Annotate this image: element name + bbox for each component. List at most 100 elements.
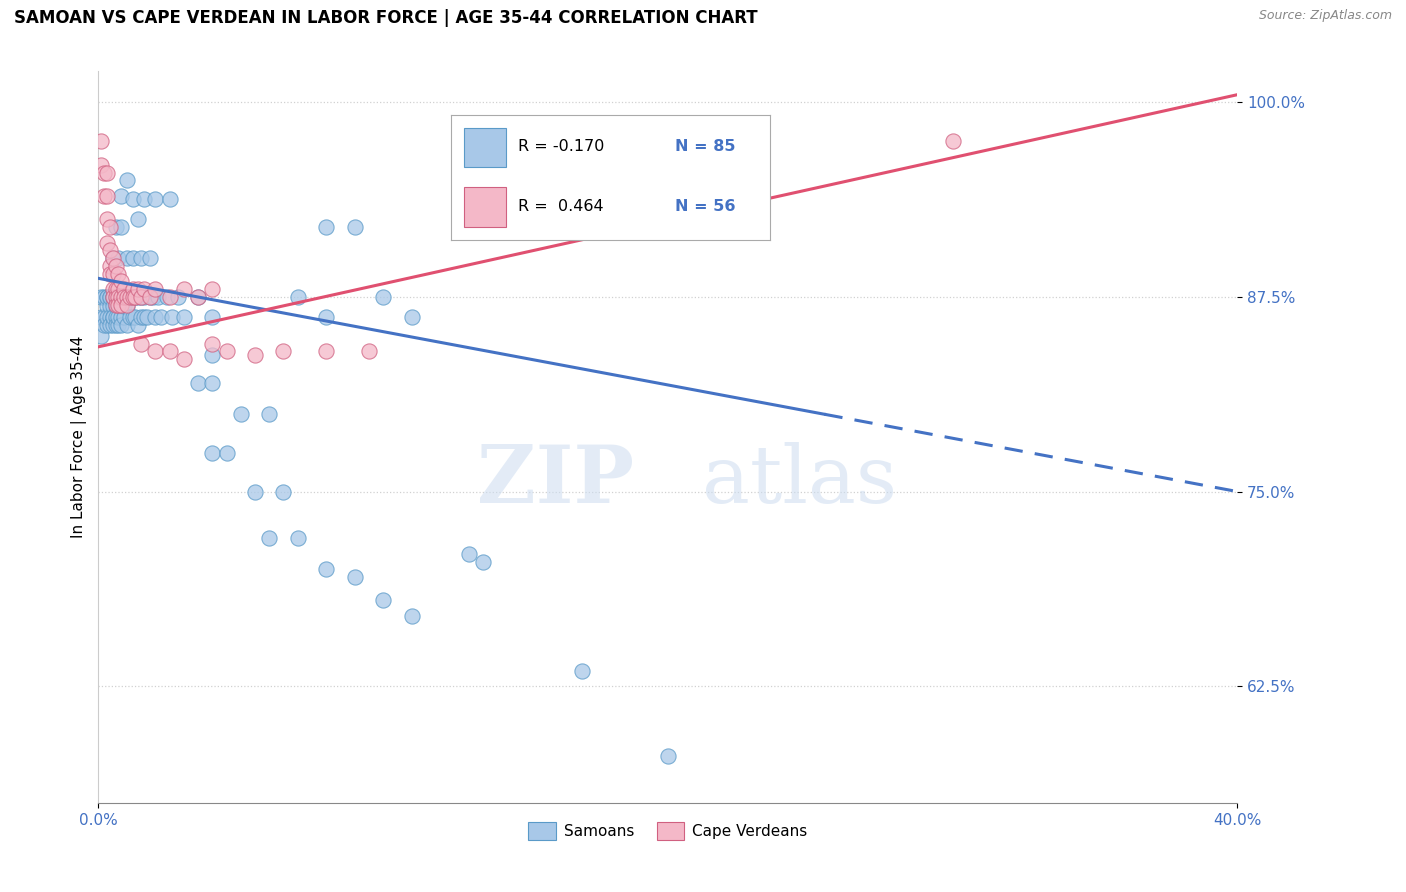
Point bbox=[107, 290, 129, 304]
Point bbox=[127, 290, 149, 304]
Point bbox=[657, 749, 679, 764]
Point bbox=[104, 318, 127, 332]
Point bbox=[96, 299, 118, 313]
Point bbox=[107, 290, 129, 304]
Point bbox=[101, 282, 124, 296]
Point bbox=[121, 192, 143, 206]
Point bbox=[173, 352, 195, 367]
Text: SAMOAN VS CAPE VERDEAN IN LABOR FORCE | AGE 35-44 CORRELATION CHART: SAMOAN VS CAPE VERDEAN IN LABOR FORCE | … bbox=[14, 9, 758, 27]
Point bbox=[115, 173, 138, 187]
Point bbox=[104, 282, 127, 296]
Point bbox=[93, 165, 115, 179]
Point bbox=[121, 290, 143, 304]
Point bbox=[98, 290, 121, 304]
Point bbox=[145, 282, 167, 296]
Point bbox=[373, 593, 395, 607]
Point bbox=[90, 158, 112, 172]
Point bbox=[159, 344, 181, 359]
Point bbox=[215, 344, 238, 359]
Point bbox=[124, 290, 146, 304]
Point bbox=[201, 445, 224, 459]
Point bbox=[357, 344, 380, 359]
Point bbox=[112, 282, 135, 296]
Text: atlas: atlas bbox=[702, 442, 897, 520]
Point bbox=[101, 310, 124, 325]
Point bbox=[101, 310, 124, 325]
Point bbox=[110, 290, 132, 304]
Point bbox=[110, 299, 132, 313]
Point bbox=[148, 290, 170, 304]
Point bbox=[107, 299, 129, 313]
Point bbox=[457, 547, 479, 561]
Point bbox=[401, 310, 423, 325]
Point bbox=[287, 531, 309, 545]
Point bbox=[118, 290, 141, 304]
Point bbox=[104, 290, 127, 304]
Y-axis label: In Labor Force | Age 35-44: In Labor Force | Age 35-44 bbox=[72, 336, 87, 538]
Point bbox=[98, 310, 121, 325]
Point bbox=[229, 407, 252, 421]
Point bbox=[121, 282, 143, 296]
Point bbox=[159, 290, 181, 304]
Point bbox=[162, 310, 184, 325]
Point bbox=[98, 219, 121, 234]
Point bbox=[273, 484, 295, 499]
Point bbox=[96, 290, 118, 304]
Point bbox=[201, 348, 224, 362]
Point bbox=[159, 192, 181, 206]
Point bbox=[138, 290, 160, 304]
Point bbox=[132, 192, 155, 206]
Point bbox=[121, 310, 143, 325]
Point bbox=[104, 299, 127, 313]
Point bbox=[96, 189, 118, 203]
Point bbox=[104, 259, 127, 273]
Point bbox=[129, 310, 152, 325]
Point bbox=[129, 336, 152, 351]
Point bbox=[110, 189, 132, 203]
Text: Source: ZipAtlas.com: Source: ZipAtlas.com bbox=[1258, 9, 1392, 22]
Point bbox=[401, 609, 423, 624]
Point bbox=[135, 310, 157, 325]
Point bbox=[187, 290, 209, 304]
Point bbox=[104, 290, 127, 304]
Point bbox=[138, 290, 160, 304]
Point bbox=[93, 189, 115, 203]
Point bbox=[118, 290, 141, 304]
Point bbox=[93, 318, 115, 332]
Point bbox=[101, 267, 124, 281]
Point bbox=[107, 318, 129, 332]
Point bbox=[138, 251, 160, 265]
Point bbox=[98, 267, 121, 281]
Point bbox=[259, 531, 281, 545]
Text: ZIP: ZIP bbox=[477, 442, 634, 520]
Point bbox=[90, 290, 112, 304]
Point bbox=[315, 344, 337, 359]
Point bbox=[287, 290, 309, 304]
Point bbox=[243, 484, 266, 499]
Point bbox=[187, 290, 209, 304]
Point bbox=[273, 344, 295, 359]
Point bbox=[201, 282, 224, 296]
Point bbox=[112, 310, 135, 325]
Point bbox=[104, 298, 127, 312]
Point bbox=[115, 298, 138, 312]
Point bbox=[110, 318, 132, 332]
Point bbox=[124, 290, 146, 304]
Point bbox=[90, 135, 112, 149]
Point bbox=[90, 310, 112, 325]
Point bbox=[343, 570, 366, 584]
Point bbox=[201, 310, 224, 325]
Point bbox=[110, 298, 132, 312]
Point bbox=[145, 344, 167, 359]
Point bbox=[107, 310, 129, 325]
Point bbox=[112, 290, 135, 304]
Point bbox=[110, 275, 132, 289]
Point bbox=[107, 251, 129, 265]
Point bbox=[127, 318, 149, 332]
Point bbox=[96, 310, 118, 325]
Point bbox=[118, 310, 141, 325]
Point bbox=[129, 290, 152, 304]
Point bbox=[115, 290, 138, 304]
Point bbox=[115, 299, 138, 313]
Point bbox=[571, 664, 593, 678]
